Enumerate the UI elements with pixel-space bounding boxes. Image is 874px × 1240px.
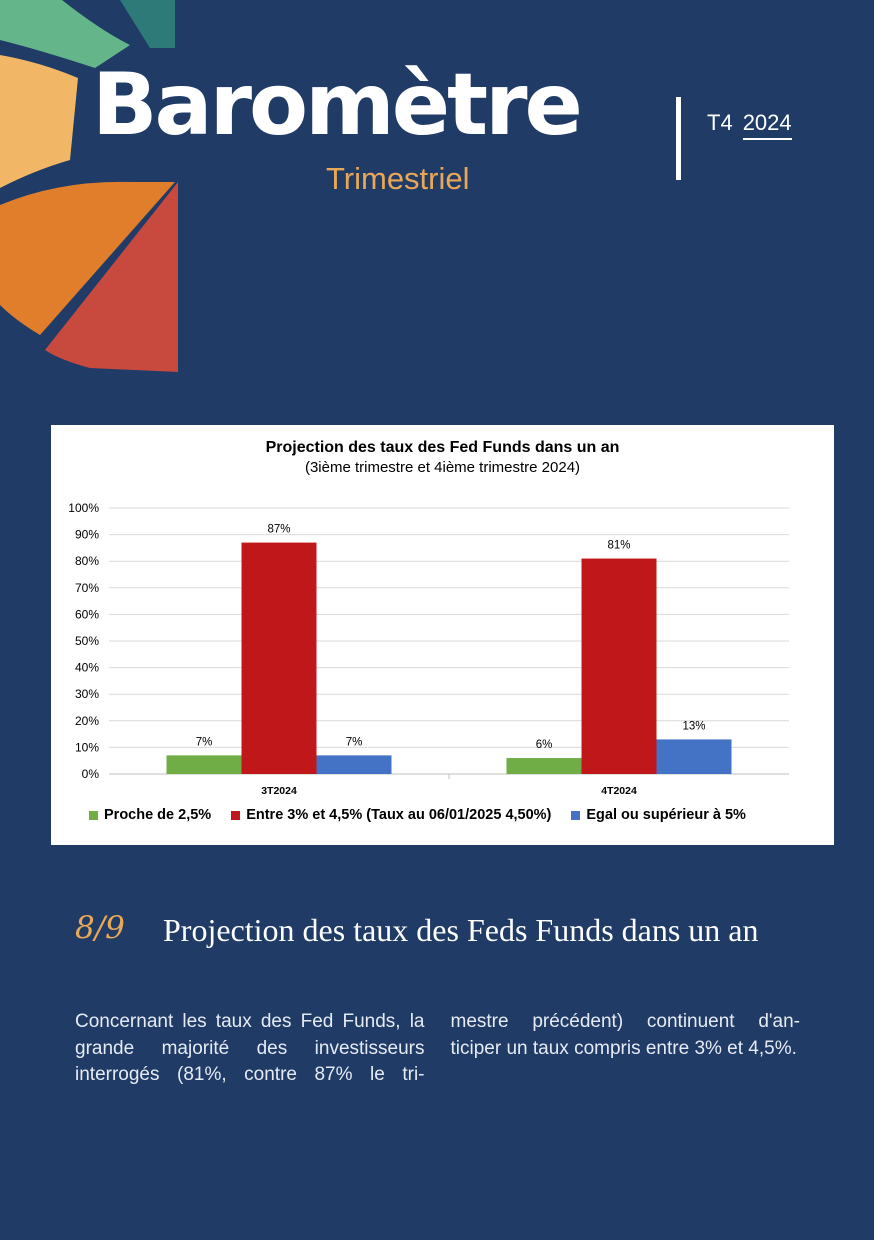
bar-4T2024-0 bbox=[506, 758, 582, 774]
legend-label-green: Proche de 2,5% bbox=[104, 807, 212, 823]
data-label: 81% bbox=[607, 540, 630, 552]
issue-year: 2024 bbox=[742, 110, 792, 140]
y-tick-label: 60% bbox=[75, 607, 99, 621]
legend-label-blue: Egal ou supérieur à 5% bbox=[586, 807, 746, 823]
bar-chart: 0% 10% 20% 30% 40% 50% 60% 70% 80% 90% 100% 7% 87% 7%… bbox=[68, 501, 789, 797]
issue-quarter: T4 bbox=[707, 110, 733, 135]
chart-subtitle: (3ième trimestre et 4ième trimestre 2024… bbox=[304, 459, 581, 476]
data-label: 7% bbox=[196, 736, 213, 748]
bar-3T2024-1 bbox=[241, 542, 317, 774]
bar-3T2024-2 bbox=[316, 755, 392, 774]
chart-title: Projection des taux des Fed Funds dans u… bbox=[265, 439, 620, 456]
legend-swatch-green bbox=[89, 810, 98, 820]
y-tick-label: 50% bbox=[75, 634, 99, 648]
body-paragraph: Concernant les taux des Fed Funds, la gr… bbox=[75, 1011, 800, 1085]
y-tick-label: 80% bbox=[75, 554, 99, 568]
data-label: 13% bbox=[682, 720, 705, 732]
bar-4T2024-2 bbox=[656, 739, 732, 774]
issue-label: T4 2024 bbox=[707, 110, 792, 140]
section-title: Projection des taux des Feds Funds dans … bbox=[163, 912, 759, 948]
data-label: 87% bbox=[267, 524, 290, 536]
y-tick-label: 10% bbox=[75, 740, 99, 754]
bar-3T2024-0 bbox=[166, 755, 242, 774]
data-label: 7% bbox=[346, 736, 363, 748]
y-tick-label: 100% bbox=[68, 501, 99, 515]
legend-item-blue: Egal ou supérieur à 5% bbox=[571, 807, 746, 823]
legend-swatch-blue bbox=[571, 810, 581, 820]
bar-4T2024-1 bbox=[581, 558, 657, 774]
chart-panel: Projection des taux des Fed Funds dans u… bbox=[51, 425, 834, 845]
y-tick-label: 90% bbox=[75, 528, 99, 542]
section-number: 8/9 bbox=[75, 910, 125, 946]
y-tick-label: 20% bbox=[75, 714, 99, 728]
chart-legend: Proche de 2,5% Entre 3% et 4,5% (Taux au… bbox=[89, 807, 746, 823]
brand-subtitle: Trimestriel bbox=[326, 161, 470, 196]
x-category-label: 3T2024 bbox=[261, 785, 297, 797]
logo-wheel-graphic bbox=[0, 0, 554, 372]
legend-item-red: Entre 3% et 4,5% (Taux au 06/01/2025 4,5… bbox=[231, 807, 551, 823]
y-tick-label: 0% bbox=[82, 767, 100, 781]
y-tick-label: 40% bbox=[75, 661, 99, 675]
data-label: 6% bbox=[536, 739, 553, 751]
legend-swatch-red bbox=[231, 810, 241, 820]
legend-item-green: Proche de 2,5% bbox=[89, 807, 211, 823]
header-divider bbox=[676, 97, 681, 180]
brand-title: Baromètre bbox=[92, 55, 583, 155]
x-category-label: 4T2024 bbox=[601, 785, 637, 797]
legend-label-red: Entre 3% et 4,5% (Taux au 06/01/2025 4,5… bbox=[246, 807, 552, 823]
y-tick-label: 30% bbox=[75, 687, 99, 701]
y-tick-label: 70% bbox=[75, 581, 99, 595]
